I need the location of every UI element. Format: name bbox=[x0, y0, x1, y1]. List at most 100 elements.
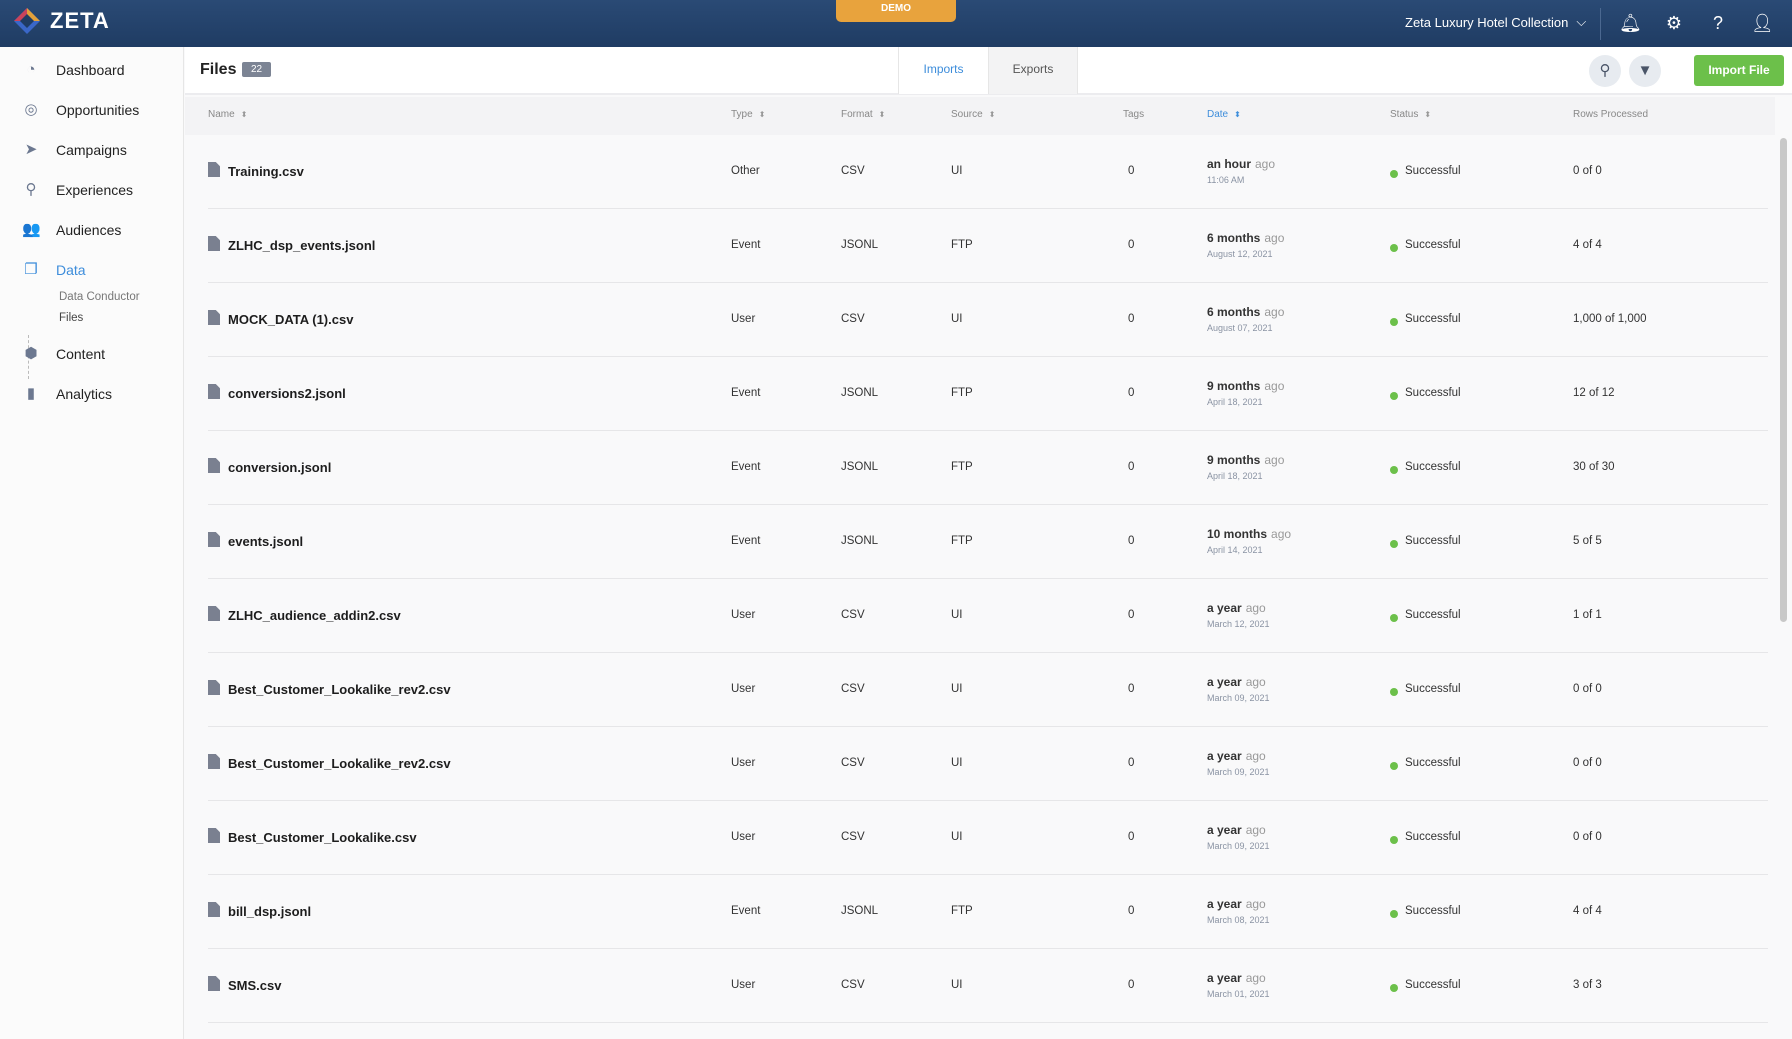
sidebar-subitem-data-conductor[interactable]: Data Conductor bbox=[59, 291, 140, 303]
file-name[interactable]: Training.csv bbox=[228, 164, 304, 179]
file-type: User bbox=[731, 683, 756, 695]
sidebar-item-dashboard[interactable]: ◔ Dashboard bbox=[22, 61, 124, 79]
search-icon[interactable]: ⚲ bbox=[1589, 55, 1621, 87]
tab-imports[interactable]: Imports bbox=[898, 47, 988, 94]
table-row[interactable]: Best_Customer_Lookalike.csv User CSV UI … bbox=[208, 801, 1768, 875]
status-text: Successful bbox=[1405, 831, 1461, 843]
status-text: Successful bbox=[1405, 165, 1461, 177]
people-icon: 👥 bbox=[22, 221, 41, 238]
file-format: CSV bbox=[841, 831, 865, 843]
file-name[interactable]: Best_Customer_Lookalike_rev2.csv bbox=[228, 756, 451, 771]
rows-processed: 1,000 of 1,000 bbox=[1573, 313, 1647, 325]
file-type: Event bbox=[731, 239, 761, 251]
sidebar-item-experiences[interactable]: ⚲ Experiences bbox=[22, 181, 134, 199]
sidebar-item-content[interactable]: ⬢ Content bbox=[22, 345, 105, 363]
column-format[interactable]: Format ⬍ bbox=[841, 109, 885, 120]
file-icon bbox=[208, 236, 220, 251]
sidebar-item-label: Experiences bbox=[56, 182, 134, 198]
column-status[interactable]: Status ⬍ bbox=[1390, 109, 1431, 120]
absolute-date: August 12, 2021 bbox=[1207, 249, 1273, 259]
table-row[interactable]: events.jsonl Event JSONL FTP 0 10 months… bbox=[208, 505, 1768, 579]
sidebar-subitem-files[interactable]: Files bbox=[59, 312, 84, 324]
column-date[interactable]: Date ⬍ bbox=[1207, 109, 1241, 120]
bell-icon[interactable]: 🔔︎ bbox=[1619, 13, 1642, 33]
org-selector[interactable]: Zeta Luxury Hotel Collection ⌵ bbox=[1405, 14, 1586, 30]
file-name[interactable]: bill_dsp.jsonl bbox=[228, 904, 312, 919]
file-icon bbox=[208, 606, 220, 621]
file-format: CSV bbox=[841, 683, 865, 695]
status-dot-icon bbox=[1390, 762, 1398, 770]
file-icon bbox=[208, 976, 220, 991]
org-name: Zeta Luxury Hotel Collection bbox=[1405, 14, 1569, 30]
file-name[interactable]: MOCK_DATA (1).csv bbox=[228, 312, 354, 327]
column-rows-processed: Rows Processed bbox=[1573, 109, 1649, 120]
status-text: Successful bbox=[1405, 757, 1461, 769]
relative-time: 6 months bbox=[1207, 231, 1261, 245]
scrollbar-thumb[interactable] bbox=[1780, 138, 1787, 622]
zeta-logo-icon bbox=[14, 8, 40, 34]
gear-icon[interactable]: ⚙ bbox=[1665, 13, 1683, 33]
column-source[interactable]: Source ⬍ bbox=[951, 109, 995, 120]
sidebar-item-analytics[interactable]: ▮ Analytics bbox=[22, 385, 112, 403]
file-name[interactable]: SMS.csv bbox=[228, 978, 282, 993]
filter-icon[interactable]: ▼ bbox=[1629, 55, 1661, 87]
table-row[interactable]: ZLHC_dsp_events.jsonl Event JSONL FTP 0 … bbox=[208, 209, 1768, 283]
table-row[interactable]: Best_Customer_Lookalike_rev2.csv User CS… bbox=[208, 653, 1768, 727]
status-text: Successful bbox=[1405, 609, 1461, 621]
sidebar-item-opportunities[interactable]: ◎ Opportunities bbox=[22, 101, 139, 119]
sort-icon: ⬍ bbox=[878, 110, 886, 119]
sidebar-item-label: Analytics bbox=[56, 386, 113, 402]
file-name[interactable]: Best_Customer_Lookalike_rev2.csv bbox=[228, 682, 451, 697]
file-name[interactable]: ZLHC_dsp_events.jsonl bbox=[228, 238, 376, 253]
file-tags: 0 bbox=[1128, 757, 1135, 769]
dashboard-icon: ◔ bbox=[26, 61, 36, 78]
file-source: UI bbox=[951, 683, 963, 695]
column-tags: Tags bbox=[1123, 109, 1145, 120]
sidebar-item-label: Campaigns bbox=[56, 142, 127, 158]
tab-exports[interactable]: Exports bbox=[988, 47, 1078, 94]
table-row[interactable]: bill_dsp.jsonl Event JSONL FTP 0 a year a… bbox=[208, 875, 1768, 949]
absolute-date: March 01, 2021 bbox=[1207, 989, 1270, 999]
file-name[interactable]: conversion.jsonl bbox=[228, 460, 332, 475]
sidebar-item-data[interactable]: ❐ Data bbox=[22, 261, 85, 279]
ago-label: ago bbox=[1245, 675, 1266, 689]
sidebar-item-audiences[interactable]: 👥 Audiences bbox=[22, 221, 121, 239]
file-source: UI bbox=[951, 979, 963, 991]
sort-icon: ⬍ bbox=[988, 110, 996, 119]
relative-time: a year bbox=[1207, 675, 1242, 689]
table-row[interactable]: Training.csv Other CSV UI 0 an hour ago 1… bbox=[208, 135, 1768, 209]
column-type[interactable]: Type ⬍ bbox=[731, 109, 765, 120]
table-row[interactable]: conversions2.jsonl Event JSONL FTP 0 9 m… bbox=[208, 357, 1768, 431]
relative-date: a year ago bbox=[1207, 897, 1266, 911]
file-name[interactable]: ZLHC_audience_addin2.csv bbox=[228, 608, 401, 623]
file-icon bbox=[208, 754, 220, 769]
user-icon[interactable]: 👤︎ bbox=[1751, 13, 1774, 33]
file-name[interactable]: Best_Customer_Lookalike.csv bbox=[228, 830, 417, 845]
absolute-date: August 07, 2021 bbox=[1207, 323, 1273, 333]
question-icon[interactable]: ? bbox=[1712, 13, 1723, 33]
sidebar-item-campaigns[interactable]: ➤ Campaigns bbox=[22, 141, 127, 159]
column-name[interactable]: Name ⬍ bbox=[208, 109, 247, 120]
zeta-logo[interactable]: ZETA bbox=[12, 6, 110, 36]
file-tags: 0 bbox=[1128, 461, 1135, 473]
table-row[interactable]: conversion.jsonl Event JSONL FTP 0 9 mon… bbox=[208, 431, 1768, 505]
ago-label: ago bbox=[1255, 157, 1276, 171]
table-row[interactable]: Best_Customer_Lookalike_rev2.csv User CS… bbox=[208, 727, 1768, 801]
file-format: CSV bbox=[841, 757, 865, 769]
file-tags: 0 bbox=[1128, 387, 1135, 399]
rows-processed: 0 of 0 bbox=[1573, 683, 1602, 695]
file-name[interactable]: conversions2.jsonl bbox=[228, 386, 346, 401]
file-format: JSONL bbox=[841, 535, 879, 547]
file-name[interactable]: events.jsonl bbox=[228, 534, 304, 549]
status-dot-icon bbox=[1390, 466, 1398, 474]
sidebar-item-label: Content bbox=[56, 346, 106, 362]
file-tags: 0 bbox=[1128, 831, 1135, 843]
file-source: FTP bbox=[951, 461, 973, 473]
file-tags: 0 bbox=[1128, 905, 1135, 917]
table-row[interactable]: ZLHC_audience_addin2.csv User CSV UI 0 a… bbox=[208, 579, 1768, 653]
table-row[interactable]: MOCK_DATA (1).csv User CSV UI 0 6 months… bbox=[208, 283, 1768, 357]
hierarchy-icon: ⚲ bbox=[25, 181, 37, 198]
import-file-button[interactable]: Import File bbox=[1694, 55, 1784, 86]
relative-date: a year ago bbox=[1207, 601, 1266, 615]
table-row[interactable]: SMS.csv User CSV UI 0 a year ago March 01… bbox=[208, 949, 1768, 1023]
